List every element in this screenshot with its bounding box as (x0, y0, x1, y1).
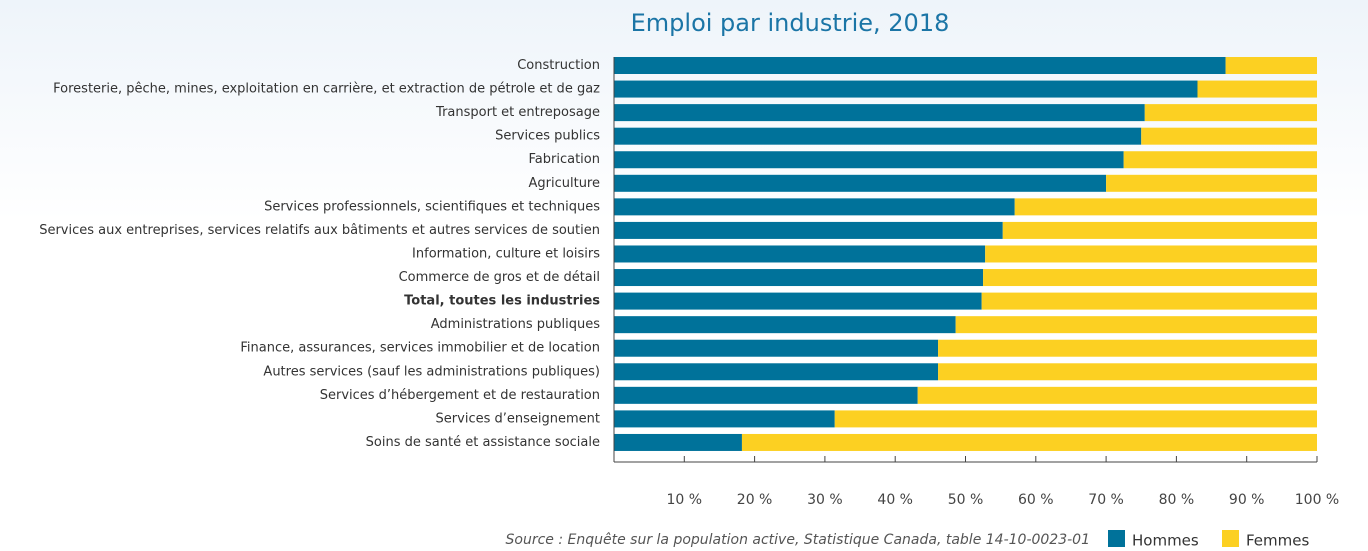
bar-segment (614, 104, 1145, 122)
bar-segment (614, 221, 1003, 239)
category-label: Services publics (495, 129, 600, 144)
x-tick-label: 60 % (1018, 492, 1054, 508)
bar-segment (1197, 80, 1317, 98)
x-tick-label: 20 % (737, 492, 773, 508)
category-label: Soins de santé et assistance sociale (366, 435, 600, 450)
bar-segment (1144, 104, 1317, 122)
bar-segment (614, 127, 1142, 145)
category-label: Services aux entreprises, services relat… (39, 223, 600, 238)
category-label: Agriculture (529, 176, 601, 191)
bar-segment (938, 363, 1317, 381)
category-label: Services professionnels, scientifiques e… (264, 199, 600, 214)
bar-segment (1002, 221, 1317, 239)
x-tick-label: 30 % (807, 492, 843, 508)
bar-segment (614, 198, 1015, 216)
x-tick-label: 100 % (1295, 492, 1339, 508)
x-tick-label: 80 % (1159, 492, 1195, 508)
x-tick-label: 90 % (1229, 492, 1265, 508)
bar-segment (1141, 127, 1317, 145)
legend-swatch (1222, 530, 1239, 547)
bar-segment (1225, 57, 1317, 74)
bar-segment (614, 433, 742, 451)
bar-segment (614, 57, 1226, 74)
category-label: Services d’enseignement (436, 411, 600, 426)
x-tick-label: 10 % (667, 492, 703, 508)
bar-segment (1106, 174, 1317, 192)
bar-segment (985, 245, 1317, 263)
category-label: Autres services (sauf les administration… (263, 364, 600, 379)
legend-swatch (1108, 530, 1125, 547)
legend-label: Hommes (1132, 532, 1199, 550)
bar-segment (741, 433, 1317, 451)
bar-segment (614, 174, 1107, 192)
category-label: Foresterie, pêche, mines, exploitation e… (53, 82, 600, 97)
bar-segment (938, 339, 1317, 357)
category-label: Fabrication (529, 152, 600, 167)
category-label: Services d’hébergement et de restauratio… (320, 388, 600, 403)
bar-segment (614, 292, 982, 310)
legend-label: Femmes (1246, 532, 1309, 550)
bar-segment (1123, 151, 1317, 169)
bar-segment (614, 80, 1198, 98)
source-note: Source : Enquête sur la population activ… (506, 532, 1091, 548)
bar-segment (614, 245, 986, 263)
bar-segment (614, 410, 835, 428)
category-label: Administrations publiques (431, 317, 600, 332)
category-label: Construction (517, 58, 600, 73)
x-tick-label: 70 % (1088, 492, 1124, 508)
bar-segment (614, 386, 918, 404)
category-label: Information, culture et loisirs (412, 246, 600, 261)
category-label: Total, toutes les industries (404, 294, 600, 309)
category-label: Commerce de gros et de détail (399, 270, 600, 285)
bar-segment (614, 363, 939, 381)
chart-title: Emploi par industrie, 2018 (631, 9, 950, 37)
bar-segment (983, 269, 1317, 287)
bar-segment (614, 339, 939, 357)
bar-segment (614, 316, 956, 334)
bar-segment (981, 292, 1317, 310)
bar-segment (1014, 198, 1317, 216)
x-tick-label: 40 % (877, 492, 913, 508)
bar-segment (614, 151, 1124, 169)
x-tick-label: 50 % (948, 492, 984, 508)
category-label: Finance, assurances, services immobilier… (240, 341, 600, 356)
bar-segment (614, 269, 984, 287)
bar-segment (955, 316, 1317, 334)
bar-segment (834, 410, 1317, 428)
bar-segment (917, 386, 1317, 404)
category-label: Transport et entreposage (435, 105, 600, 120)
